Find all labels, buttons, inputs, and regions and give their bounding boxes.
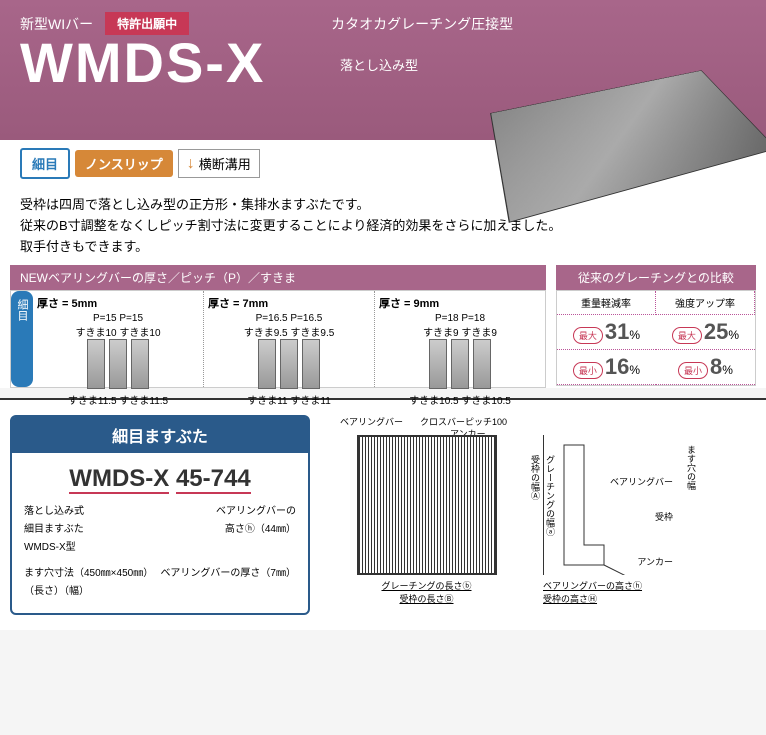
desc-line1: 受枠は四周で落とし込み型の正方形・集排水ますぶたです。 <box>20 195 746 216</box>
weight-title: 重量軽減率 <box>557 291 656 315</box>
model-code: WMDS-X 45-744 <box>24 465 296 493</box>
spec-col-7mm: 厚さ = 7mm P=16.5 P=16.5 すきま9.5 すきま9.5 すきま… <box>204 291 375 387</box>
header-banner: 新型WIバー 特許出願中 カタオカグレーチング圧接型 落とし込み型 WMDS-X <box>0 0 766 140</box>
note-dimension: ます穴寸法（450㎜×450㎜） （長さ）（幅） <box>24 565 153 601</box>
strength-title: 強度アップ率 <box>656 291 755 315</box>
side-view-diagram: 受枠の幅Ⓐ グレーチングの幅ⓐ ます穴の幅 ベアリングバー 受枠 アンカー ベア… <box>543 415 756 615</box>
spec-section: NEWベアリングバーの厚さ／ピッチ（P）／すきま 細目 厚さ = 5mm P=1… <box>0 265 766 388</box>
top-view-diagram: ベアリングバー クロスバーピッチ100 アンカー グレーチングの長さⓑ 受枠の長… <box>320 415 533 615</box>
tag-nonslip: ノンスリップ <box>75 150 173 177</box>
tag-fine: 細目 <box>20 148 70 179</box>
arrow-down-icon: ↓ <box>187 155 195 173</box>
category-label: カタオカグレーチング圧接型 <box>331 14 513 34</box>
tag-cross: ↓ 横断溝用 <box>178 149 260 178</box>
note-thickness: ベアリングバーの厚さ（7㎜） <box>160 565 296 601</box>
spec-header: NEWベアリングバーの厚さ／ピッチ（P）／すきま <box>10 265 546 290</box>
spec-col-9mm: 厚さ = 9mm P=18 P=18 すきま9 すきま9 すきま10.5 すきま… <box>375 291 545 387</box>
spec-col-5mm: 厚さ = 5mm P=15 P=15 すきま10 すきま10 すきま11.5 す… <box>33 291 204 387</box>
model-box-header: 細目ますぶた <box>12 417 308 453</box>
technical-diagrams: ベアリングバー クロスバーピッチ100 アンカー グレーチングの長さⓑ 受枠の長… <box>320 415 756 615</box>
strength-max: 最大25% <box>656 315 755 350</box>
strength-min: 最小8% <box>656 350 755 385</box>
comparison-box: 従来のグレーチングとの比較 重量軽減率 強度アップ率 最大31% 最大25% 最… <box>556 265 756 388</box>
model-code-box: 細目ますぶた WMDS-X 45-744 落とし込み式 細目ますぶた WMDS-… <box>10 415 310 615</box>
compare-header: 従来のグレーチングとの比較 <box>556 265 756 290</box>
spec-side-label: 細目 <box>11 291 33 387</box>
description: 受枠は四周で落とし込み型の正方形・集排水ますぶたです。 従来のB寸調整をなくしピ… <box>0 187 766 265</box>
note-type: 落とし込み式 細目ますぶた WMDS-X型 <box>24 503 84 557</box>
note-height: ベアリングバーの 高さⓗ（44㎜） <box>216 503 296 557</box>
desc-line2: 従来のB寸調整をなくしピッチ割寸法に変更することにより経済的効果をさらに加えまし… <box>20 216 746 237</box>
desc-line3: 取手付きもできます。 <box>20 237 746 258</box>
bottom-section: 細目ますぶた WMDS-X 45-744 落とし込み式 細目ますぶた WMDS-… <box>0 398 766 630</box>
weight-max: 最大31% <box>557 315 656 350</box>
tag-cross-label: 横断溝用 <box>199 154 251 173</box>
weight-min: 最小16% <box>557 350 656 385</box>
subtype-label: 落とし込み型 <box>340 55 418 74</box>
